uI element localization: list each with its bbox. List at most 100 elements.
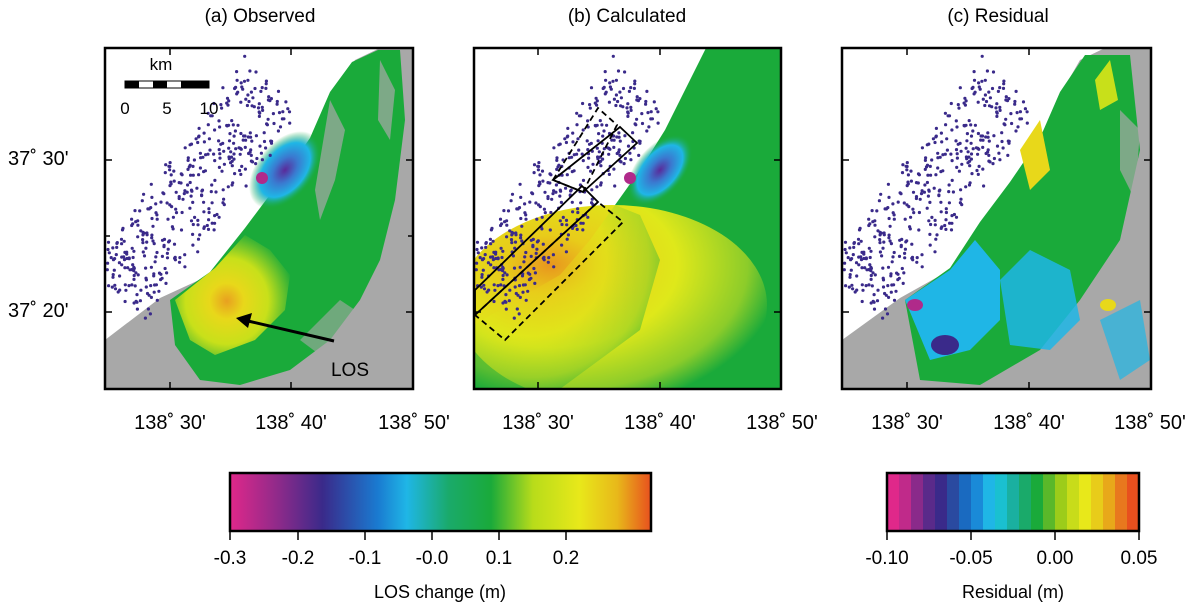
seismicity-dot bbox=[966, 161, 970, 165]
seismicity-dot bbox=[633, 82, 637, 86]
seismicity-dot bbox=[518, 265, 522, 269]
seismicity-dot bbox=[518, 182, 522, 186]
seismicity-dot bbox=[897, 276, 901, 280]
seismicity-dot bbox=[843, 240, 848, 244]
seismicity-dot bbox=[566, 233, 571, 237]
seismicity-dot bbox=[586, 119, 590, 123]
seismicity-dot bbox=[243, 167, 247, 171]
seismicity-dot bbox=[930, 158, 934, 162]
seismicity-dot bbox=[645, 129, 649, 133]
seismicity-dot bbox=[501, 249, 505, 253]
seismicity-dot bbox=[144, 285, 148, 289]
seismicity-dot bbox=[612, 138, 616, 142]
seismicity-dot bbox=[202, 131, 206, 135]
seismicity-dot bbox=[475, 240, 480, 244]
seismicity-dot bbox=[903, 217, 907, 221]
colorbar-step bbox=[1115, 473, 1128, 531]
seismicity-dot bbox=[954, 119, 958, 123]
seismicity-dot bbox=[581, 159, 585, 163]
seismicity-dot bbox=[113, 287, 118, 291]
seismicity-dot bbox=[210, 221, 214, 225]
seismicity-dot bbox=[596, 155, 600, 159]
seismicity-dot bbox=[983, 103, 987, 108]
seismicity-dot bbox=[197, 173, 201, 177]
seismicity-dot bbox=[881, 316, 885, 320]
seismicity-dot bbox=[503, 271, 507, 275]
seismicity-dot bbox=[501, 273, 505, 278]
seismicity-dot bbox=[504, 307, 508, 311]
seismicity-dot bbox=[1015, 111, 1019, 115]
seismicity-dot bbox=[150, 216, 154, 221]
seismicity-dot bbox=[152, 290, 156, 294]
seismicity-dot bbox=[259, 89, 263, 93]
seismicity-dot bbox=[513, 285, 517, 289]
seismicity-dot bbox=[252, 105, 256, 109]
seismicity-dot bbox=[963, 124, 967, 128]
seismicity-dot bbox=[977, 81, 981, 85]
seismicity-dot bbox=[225, 96, 230, 100]
seismicity-dot bbox=[521, 290, 525, 294]
seismicity-dot bbox=[202, 225, 206, 229]
panel-b-frame bbox=[472, 46, 783, 391]
seismicity-dot bbox=[594, 124, 598, 128]
seismicity-dot bbox=[928, 200, 932, 204]
seismicity-dot bbox=[959, 188, 963, 192]
seismicity-dot bbox=[265, 122, 269, 126]
cb-res-tick-neg005: -0.05 bbox=[949, 548, 993, 569]
seismicity-dot bbox=[902, 201, 906, 205]
seismicity-dots bbox=[105, 54, 292, 320]
seismicity-dot bbox=[154, 202, 158, 206]
seismicity-dot bbox=[168, 168, 172, 172]
seismicity-dot bbox=[202, 200, 206, 204]
seismicity-dot bbox=[579, 114, 583, 118]
seismicity-dots bbox=[474, 54, 660, 320]
seismicity-dot bbox=[136, 219, 140, 223]
seismicity-dot bbox=[923, 158, 928, 162]
seismicity-dot bbox=[172, 179, 176, 183]
seismicity-dot bbox=[894, 289, 898, 293]
seismicity-dot bbox=[112, 268, 116, 272]
seismicity-dot bbox=[968, 164, 972, 168]
seismicity-dot bbox=[892, 250, 896, 255]
seismicity-dot bbox=[1006, 153, 1010, 157]
seismicity-dot bbox=[111, 273, 115, 277]
seismicity-dot bbox=[572, 169, 576, 173]
seismicity-dot bbox=[869, 249, 873, 253]
seismicity-dot bbox=[522, 260, 526, 264]
seismicity-dot bbox=[881, 285, 886, 289]
seismicity-dot bbox=[855, 288, 859, 292]
seismicity-dot bbox=[500, 222, 504, 226]
cb-res-tick-005: 0.05 bbox=[1120, 548, 1158, 569]
seismicity-dot bbox=[217, 119, 221, 123]
seismicity-dot bbox=[971, 129, 975, 133]
seismicity-dot bbox=[517, 312, 521, 316]
seismicity-dot bbox=[881, 278, 886, 282]
seismicity-dot bbox=[925, 163, 930, 167]
seismicity-dot bbox=[975, 168, 979, 173]
seismicity-dot bbox=[878, 238, 882, 242]
seismicity-dot bbox=[191, 200, 195, 204]
seismicity-dot bbox=[481, 268, 485, 272]
seismicity-dot bbox=[843, 261, 847, 265]
seismicity-dot bbox=[958, 86, 962, 90]
seismicity-dot bbox=[652, 100, 656, 104]
colorbar-step bbox=[1079, 473, 1092, 531]
seismicity-dot bbox=[505, 273, 509, 277]
seismicity-dot bbox=[118, 274, 122, 278]
seismicity-dot bbox=[581, 228, 585, 232]
seismicity-dot bbox=[934, 134, 938, 138]
seismicity-dot bbox=[982, 184, 986, 188]
seismicity-dot bbox=[136, 273, 140, 277]
seismicity-dot bbox=[537, 161, 541, 165]
seismicity-dot bbox=[551, 253, 556, 257]
seismicity-dot bbox=[939, 210, 943, 214]
seismicity-dot bbox=[571, 131, 575, 135]
seismicity-dot bbox=[191, 173, 195, 177]
seismicity-dot bbox=[202, 140, 206, 144]
seismicity-dot bbox=[603, 70, 607, 74]
seismicity-dot bbox=[549, 210, 553, 215]
seismicity-dot bbox=[510, 241, 514, 245]
seismicity-dot bbox=[499, 246, 503, 250]
seismicity-dot bbox=[882, 240, 886, 244]
seismicity-dot bbox=[863, 266, 867, 270]
